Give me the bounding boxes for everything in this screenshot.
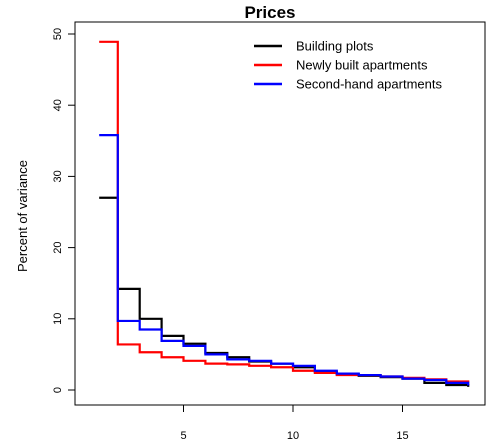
x-axis: 5 10 15 bbox=[180, 405, 409, 442]
y-tick-label: 0 bbox=[52, 387, 64, 393]
y-tick-label: 30 bbox=[52, 170, 64, 182]
x-tick-label: 15 bbox=[396, 430, 408, 442]
x-tick-label: 10 bbox=[287, 430, 299, 442]
y-tick-label: 10 bbox=[52, 313, 64, 325]
chart-title: Prices bbox=[244, 3, 295, 22]
y-axis-title: Percent of variance bbox=[15, 160, 30, 272]
y-tick-label: 50 bbox=[52, 28, 64, 40]
series-line-1 bbox=[99, 196, 470, 387]
legend-label: Newly built apartments bbox=[296, 58, 428, 73]
legend-label: Second-hand apartments bbox=[296, 77, 442, 92]
legend: Building plots Newly built apartments Seco… bbox=[254, 39, 442, 92]
y-tick-label: 20 bbox=[52, 241, 64, 253]
y-axis: 0 10 20 30 40 50 bbox=[52, 28, 75, 393]
plot-frame bbox=[74, 21, 486, 406]
series-layer bbox=[99, 40, 470, 387]
x-tick-label: 5 bbox=[180, 430, 186, 442]
y-tick-label: 40 bbox=[52, 99, 64, 111]
legend-label: Building plots bbox=[296, 39, 374, 54]
series-line-3 bbox=[99, 134, 470, 386]
